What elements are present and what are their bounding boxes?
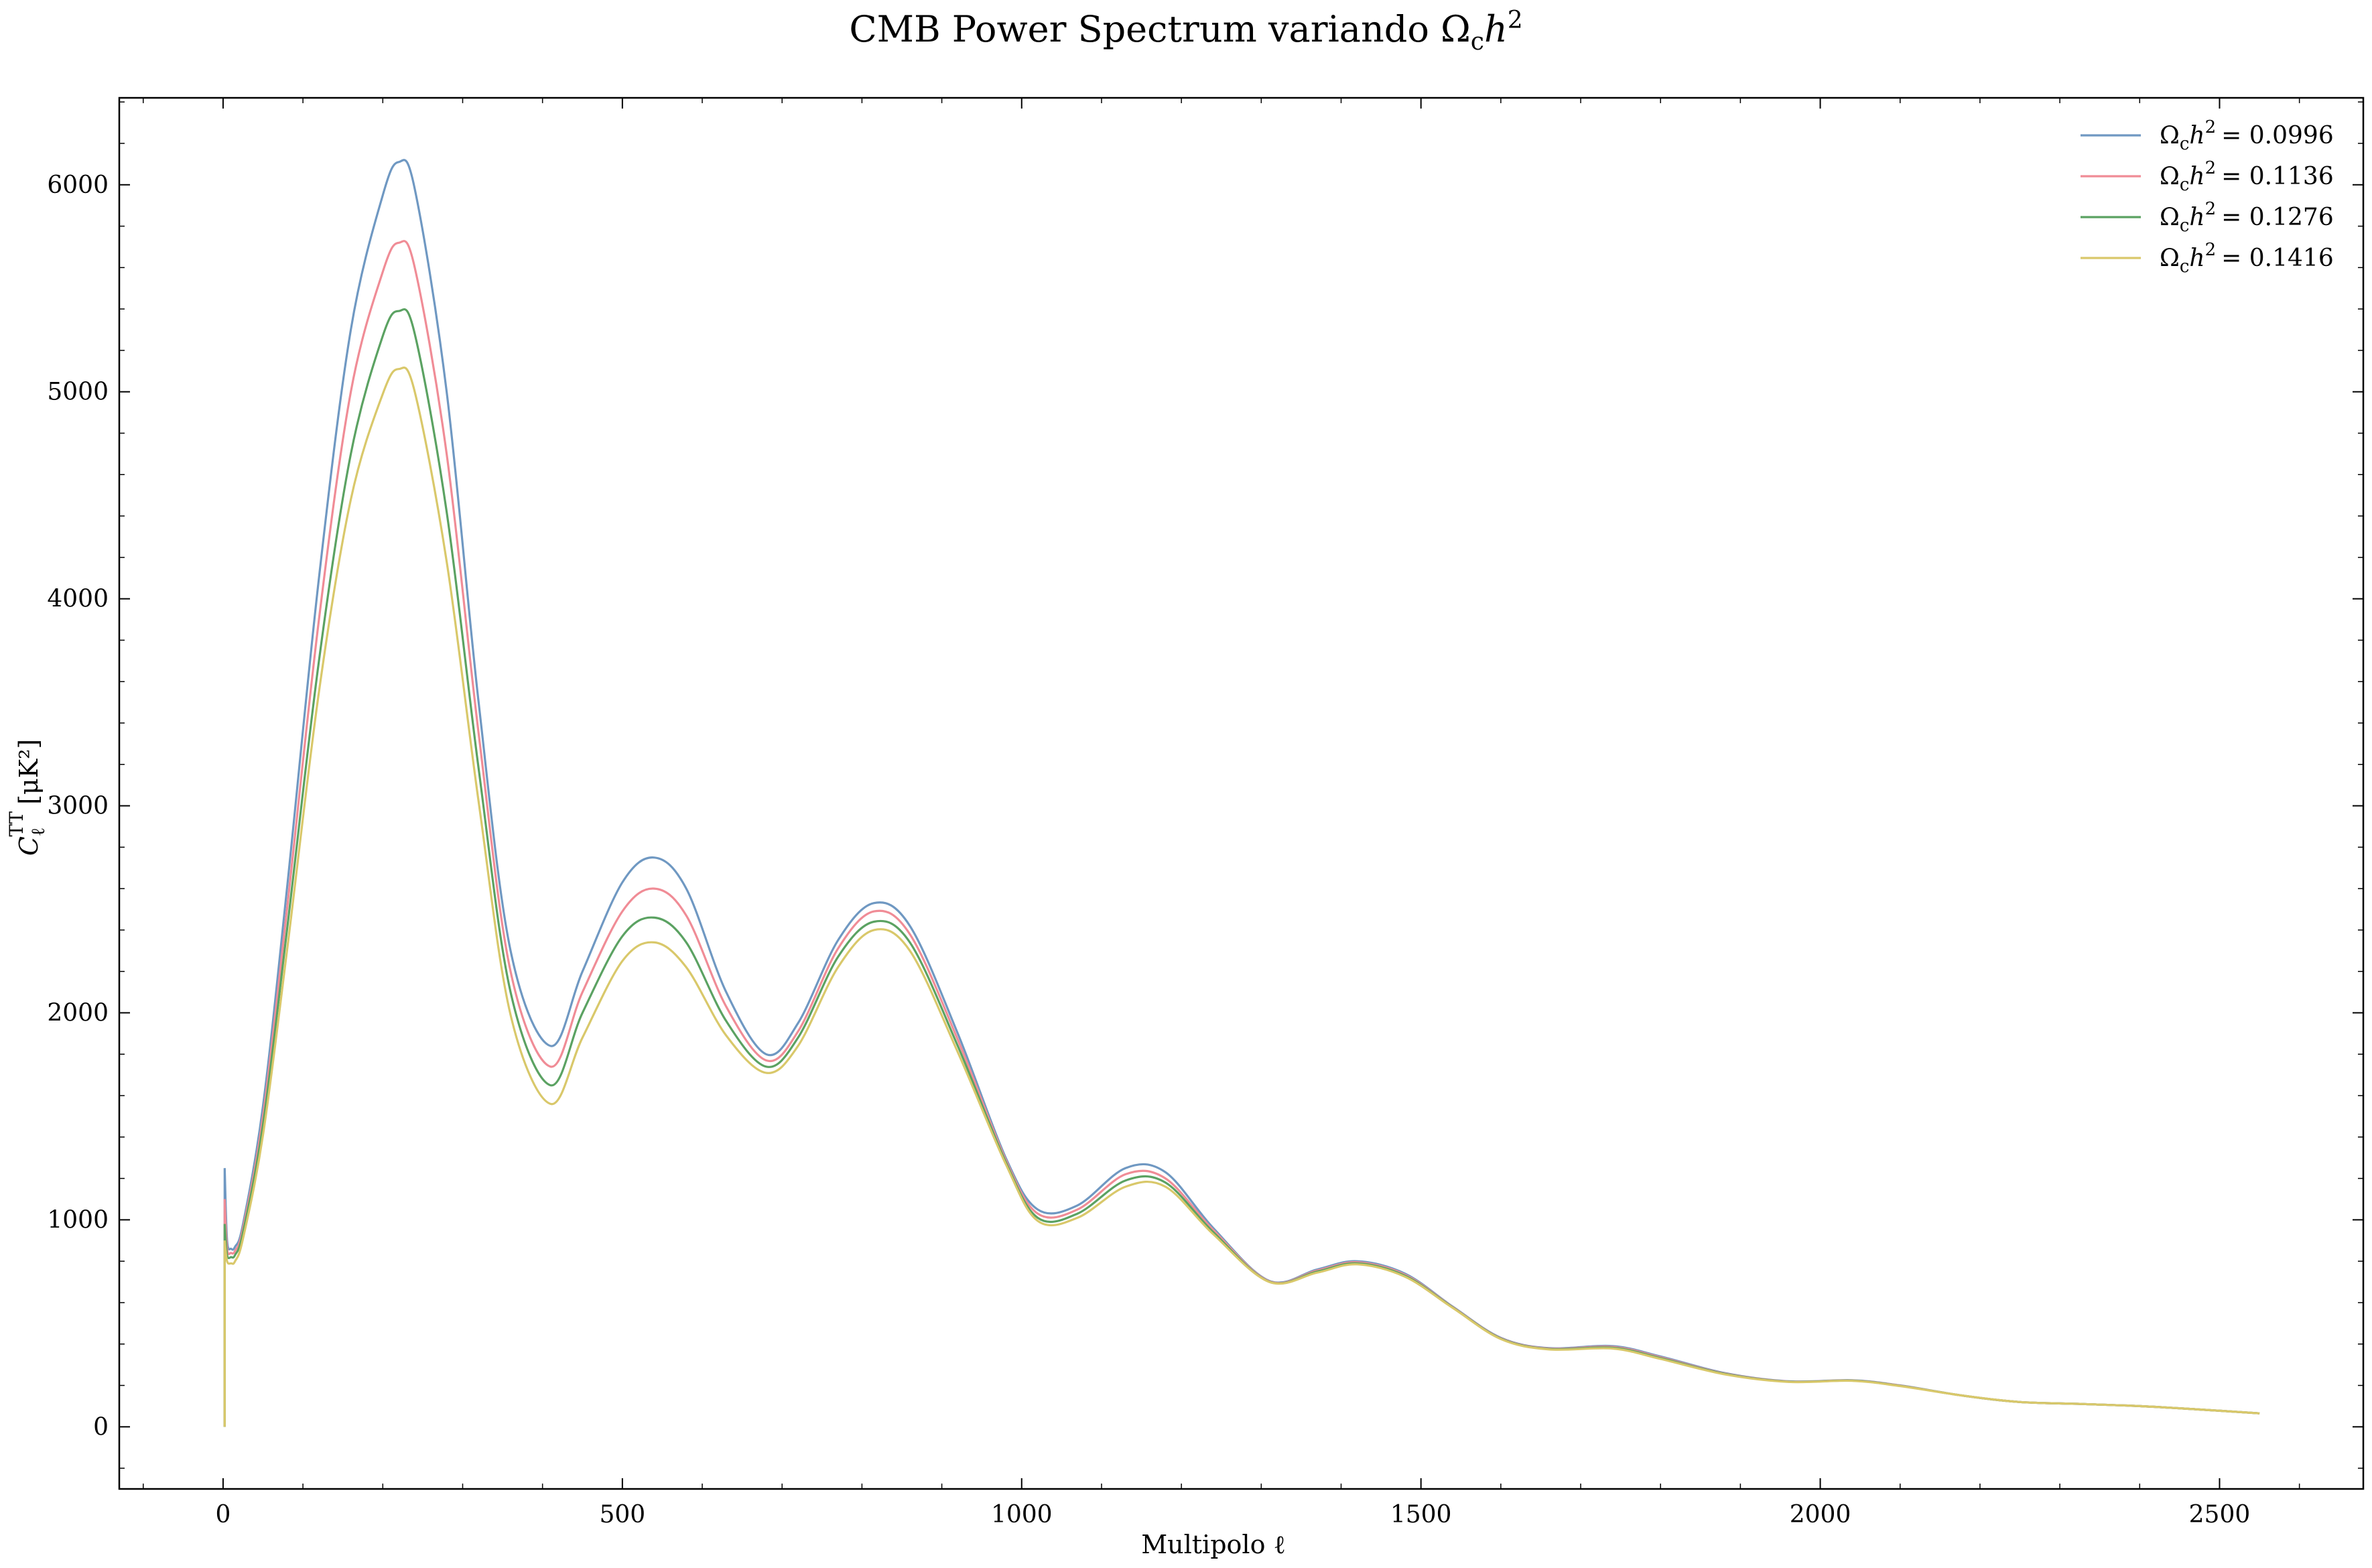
- series-line-4: [223, 367, 2260, 1427]
- axis-ticks: 0 500 1000 1500 2000 2500 0 1000 2000 3000 4000 500…: [47, 98, 2363, 1528]
- chart-title-superscript: 2: [1508, 7, 1523, 34]
- series-group: [223, 159, 2260, 1427]
- x-tick-label: 1000: [991, 1501, 1053, 1528]
- y-tick-label: 4000: [47, 586, 109, 613]
- x-axis-label: Multipolo ℓ: [1141, 1530, 1285, 1559]
- y-axis-label-subscript: ℓ: [27, 828, 49, 836]
- x-tick-label: 2500: [2189, 1501, 2251, 1528]
- x-tick-label: 2000: [1790, 1501, 1851, 1528]
- y-axis-label-c: C: [14, 836, 44, 856]
- legend-label-4: Ωch2 = 0.1416: [2160, 240, 2334, 277]
- y-axis-label-superscript: TT: [5, 811, 27, 836]
- chart-title-main: CMB Power Spectrum variando Ω: [849, 8, 1470, 50]
- plot-frame: [118, 96, 2365, 1490]
- y-axis-label: CℓTT [μK²]: [5, 739, 49, 856]
- y-tick-label: 5000: [47, 379, 109, 406]
- x-tick-label: 500: [599, 1501, 645, 1528]
- chart-title-h: h: [1484, 8, 1508, 50]
- legend-label-1: Ωch2 = 0.0996: [2160, 117, 2334, 154]
- x-tick-label: 0: [215, 1501, 230, 1528]
- y-tick-label: 3000: [47, 793, 109, 820]
- legend-label-3: Ωch2 = 0.1276: [2160, 199, 2334, 236]
- y-tick-label: 1000: [47, 1206, 109, 1234]
- y-axis-label-unit: [μK²]: [14, 739, 44, 805]
- y-tick-label: 0: [93, 1413, 109, 1441]
- legend: Ωch2 = 0.0996 Ωch2 = 0.1136 Ωch2 = 0.1276 Ωch2…: [2081, 117, 2334, 277]
- y-tick-label: 6000: [47, 172, 109, 199]
- legend-label-2: Ωch2 = 0.1136: [2160, 158, 2334, 195]
- chart-title-subscript: c: [1471, 28, 1484, 56]
- chart-title: CMB Power Spectrum variando Ωch2: [849, 7, 1522, 56]
- x-tick-label: 1500: [1390, 1501, 1452, 1528]
- y-tick-label: 2000: [47, 999, 109, 1027]
